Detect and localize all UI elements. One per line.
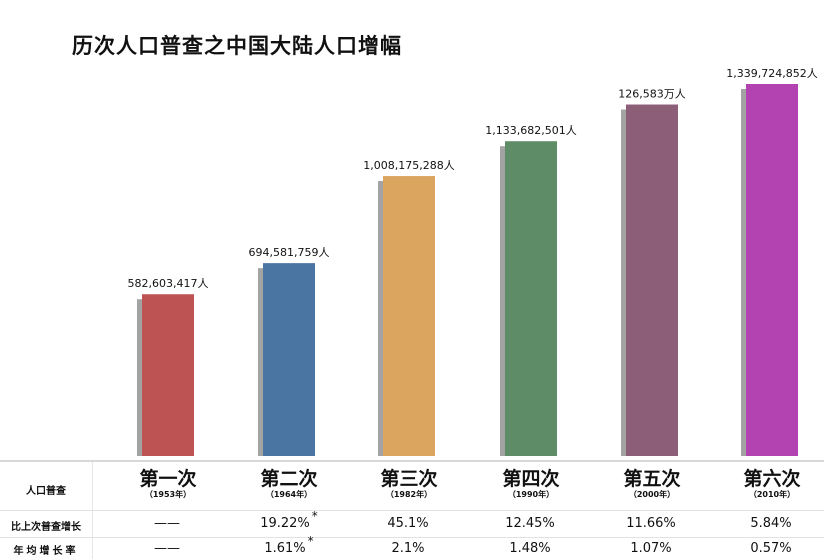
footnote-mark: *: [311, 509, 318, 523]
bar-value-label: 1,133,682,501人: [485, 124, 576, 137]
annual-cell-2: 1.61% *: [234, 534, 344, 556]
table-row-census: 人口普查 第一次 （1953年） 第二次 （1964年） 第三次 （1982年）…: [0, 462, 824, 511]
growth-cell-3: 45.1%: [354, 516, 464, 531]
bar: [263, 263, 315, 456]
growth-value: ——: [154, 516, 180, 531]
growth-value: 45.1%: [387, 516, 429, 531]
bar-value-label: 1,339,724,852人: [726, 67, 817, 80]
census-year: （1982年）: [385, 490, 433, 499]
census-year: （1964年）: [265, 490, 313, 499]
census-year: （1953年）: [144, 490, 192, 499]
census-cell-3: 第三次 （1982年）: [354, 462, 464, 500]
bar: [505, 141, 557, 457]
bar: [746, 84, 798, 456]
census-year: （1990年）: [507, 490, 555, 499]
growth-value: 5.84%: [750, 516, 792, 531]
annual-value: 1.61%: [264, 541, 306, 556]
annual-cell-1: ——: [113, 541, 223, 556]
annual-cell-3: 2.1%: [354, 541, 464, 556]
table-row-growth: 比上次普查增长 —— 19.22% * 45.1% 12.45% 11.66% 5…: [0, 509, 824, 538]
growth-cell-1: ——: [113, 516, 223, 531]
row-label-census: 人口普查: [26, 486, 66, 497]
census-name: 第三次: [380, 468, 438, 490]
growth-value: 19.22%: [260, 516, 310, 531]
annual-value: 0.57%: [750, 541, 792, 556]
row-label-growth: 比上次普查增长: [11, 522, 81, 533]
row-label-annual: 年均增长率: [13, 546, 79, 557]
census-name: 第四次: [502, 468, 560, 490]
census-year: （2010年）: [748, 490, 796, 499]
annual-value: ——: [154, 541, 180, 556]
growth-value: 12.45%: [505, 516, 555, 531]
census-name: 第五次: [623, 468, 681, 490]
census-name: 第六次: [743, 468, 801, 490]
bar: [383, 176, 435, 456]
growth-cell-6: 5.84%: [717, 516, 824, 531]
bar-value-label: 126,583万人: [618, 88, 686, 101]
census-name: 第二次: [260, 468, 318, 490]
bar: [142, 294, 194, 456]
table-row-annual: 年均增长率 —— 1.61% * 2.1% 1.48% 1.07% 0.57%: [0, 534, 824, 560]
census-name: 第一次: [139, 468, 197, 490]
growth-value: 11.66%: [626, 516, 676, 531]
annual-value: 2.1%: [391, 541, 425, 556]
bar-value-label: 694,581,759人: [249, 246, 330, 259]
annual-cell-6: 0.57%: [717, 541, 824, 556]
bar: [626, 104, 678, 456]
chart-title: 历次人口普查之中国大陆人口增幅: [72, 34, 402, 58]
census-cell-5: 第五次 （2000年）: [597, 462, 707, 500]
census-cell-4: 第四次 （1990年）: [476, 462, 586, 500]
bar-value-label: 1,008,175,288人: [363, 159, 454, 172]
growth-cell-2: 19.22% *: [234, 509, 344, 531]
footnote-mark: *: [307, 534, 314, 548]
bar-chart: 582,603,417人 694,581,759人 1,008,175,288人 1,…: [128, 67, 818, 457]
bar-value-label: 582,603,417人: [128, 277, 209, 290]
census-table: 人口普查 第一次 （1953年） 第二次 （1964年） 第三次 （1982年）…: [0, 460, 824, 559]
annual-value: 1.07%: [630, 541, 672, 556]
annual-cell-4: 1.48%: [476, 541, 586, 556]
census-cell-1: 第一次 （1953年）: [113, 462, 223, 500]
census-year: （2000年）: [628, 490, 676, 499]
census-cell-2: 第二次 （1964年）: [234, 462, 344, 500]
growth-cell-5: 11.66%: [597, 516, 707, 531]
annual-value: 1.48%: [509, 541, 551, 556]
growth-cell-4: 12.45%: [476, 516, 586, 531]
census-cell-6: 第六次 （2010年）: [717, 462, 824, 500]
annual-cell-5: 1.07%: [597, 541, 707, 556]
